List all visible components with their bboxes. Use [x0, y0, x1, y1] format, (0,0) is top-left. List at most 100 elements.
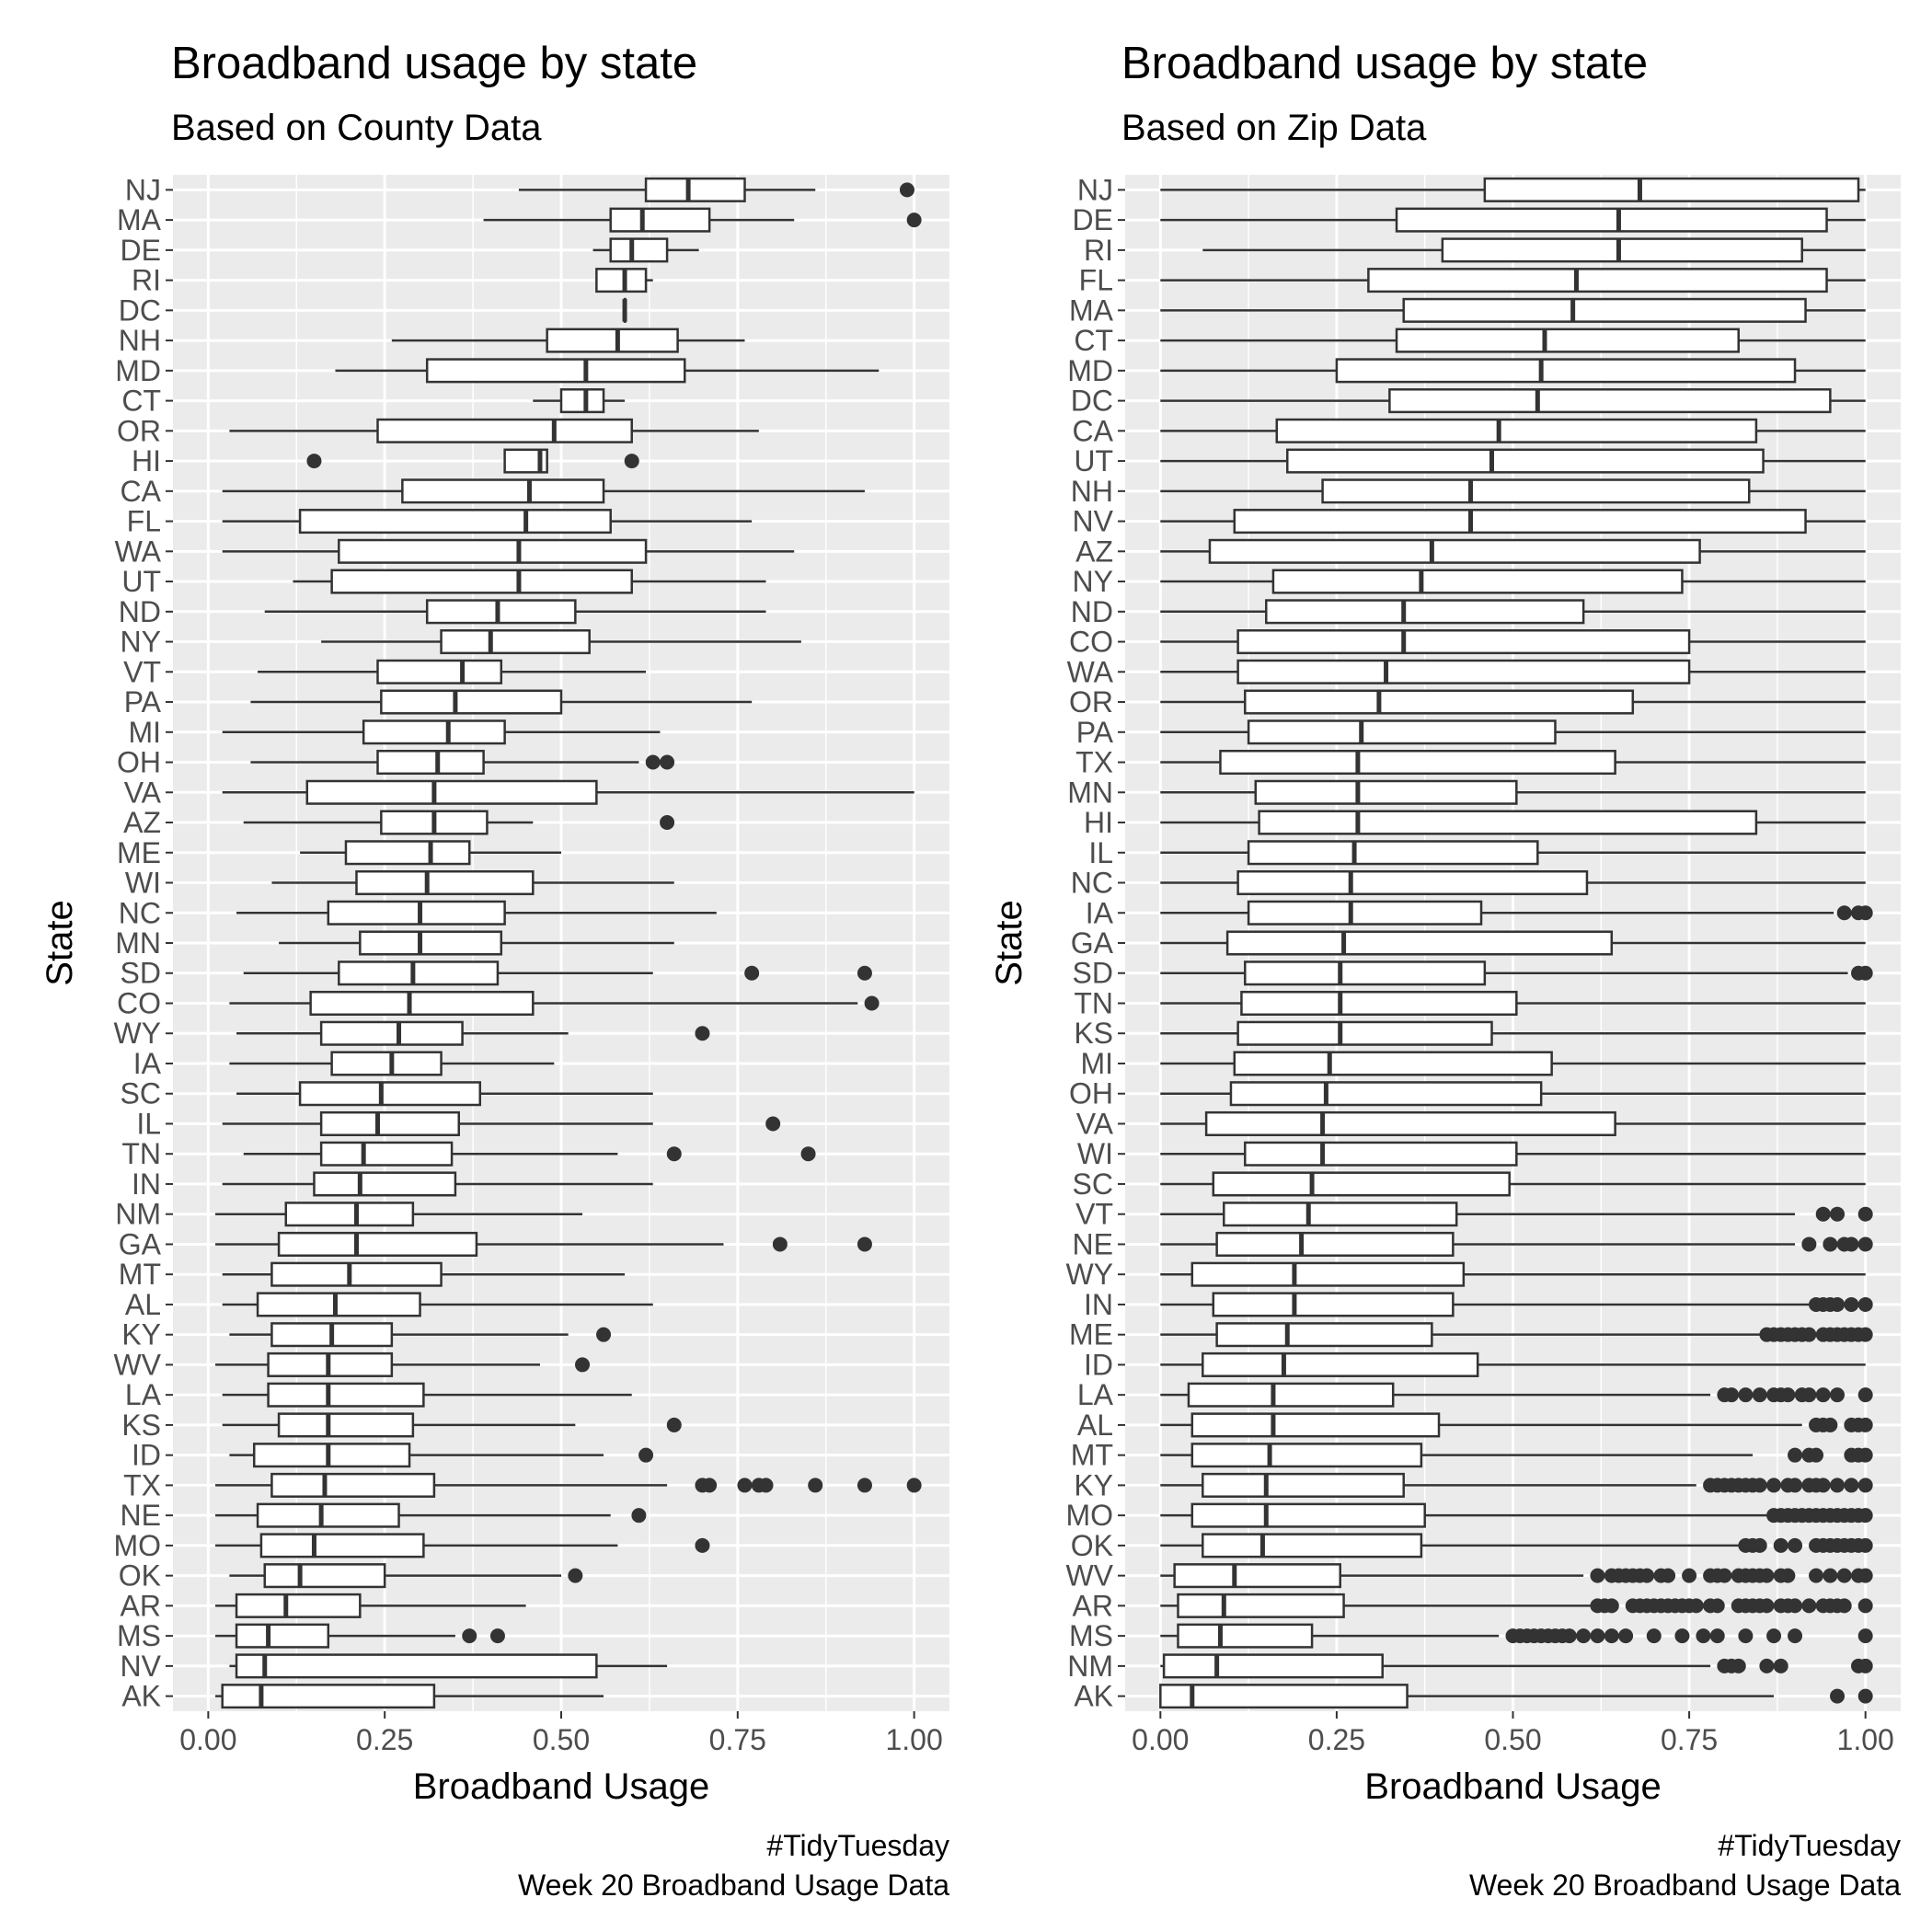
boxplot-wy	[236, 1020, 710, 1046]
boxplot-ri	[1202, 237, 1866, 263]
y-tick-label: NY	[1073, 565, 1113, 598]
box	[1233, 1051, 1553, 1076]
outlier-point	[1682, 1568, 1697, 1583]
boxplot-pa	[1160, 719, 1866, 745]
outlier-point	[1801, 1387, 1817, 1403]
y-tick-label: AL	[125, 1288, 161, 1321]
box	[338, 538, 648, 564]
x-tick-label: 0.25	[356, 1723, 413, 1756]
y-tick-label: DC	[1071, 385, 1113, 418]
boxplot-co	[1160, 629, 1866, 655]
box	[319, 1141, 454, 1167]
outlier-point	[1857, 1658, 1873, 1673]
y-tick-label: NJ	[125, 173, 161, 206]
boxplot-ky	[229, 1322, 612, 1348]
box	[609, 237, 669, 263]
outlier-point	[1788, 1447, 1803, 1463]
outlier-point	[906, 1478, 922, 1493]
box	[1244, 960, 1487, 986]
y-tick-label: HI	[1084, 806, 1113, 839]
boxplot-ca	[1160, 418, 1866, 443]
boxplot-mi	[1160, 1051, 1866, 1076]
y-tick-label: MN	[1067, 776, 1113, 809]
outlier-point	[1857, 1537, 1873, 1553]
y-tick-label: CO	[1069, 626, 1113, 659]
outlier-point	[1830, 1206, 1846, 1222]
outlier-point	[857, 1478, 872, 1493]
boxplot-oh	[1160, 1081, 1866, 1107]
y-tick-label: SD	[1073, 957, 1113, 990]
outlier-point	[1857, 1568, 1873, 1583]
y-tick-label: CA	[121, 475, 162, 508]
outlier-point	[1766, 1628, 1782, 1644]
y-tick-label: ID	[132, 1439, 161, 1472]
boxplot-ia	[1160, 900, 1873, 926]
boxplot-in	[222, 1171, 653, 1197]
box	[1265, 599, 1585, 625]
box	[401, 478, 605, 504]
boxplot-de	[1160, 207, 1866, 233]
boxplot-al	[222, 1292, 653, 1317]
caption-line-2: Week 20 Broadband Usage Data	[518, 1869, 949, 1902]
box	[1275, 418, 1758, 443]
boxplot-fl	[1160, 268, 1866, 293]
y-tick-label: NM	[115, 1198, 161, 1231]
y-tick-label: ME	[117, 836, 161, 869]
y-tick-label: RI	[1084, 234, 1113, 267]
box	[330, 569, 633, 594]
boxplot-wa	[222, 538, 795, 564]
y-tick-label: KS	[121, 1409, 161, 1442]
boxplot-ia	[229, 1051, 555, 1076]
x-tick-label: 1.00	[885, 1723, 942, 1756]
y-tick-label: KY	[121, 1318, 161, 1351]
outlier-point	[1857, 1447, 1873, 1463]
caption-line-2: Week 20 Broadband Usage Data	[1469, 1869, 1901, 1902]
y-tick-label: AL	[1077, 1409, 1113, 1442]
panel-2: NJDERIFLMACTMDDCCAUTNHNVAZNYNDCOWAORPATX…	[989, 39, 1901, 1902]
boxplot-ma	[1160, 297, 1866, 323]
box	[359, 930, 503, 956]
outlier-point	[1788, 1537, 1803, 1553]
box	[1395, 328, 1740, 353]
box	[1190, 1412, 1441, 1438]
outlier-point	[737, 1478, 753, 1493]
y-tick-label: WA	[115, 535, 162, 568]
y-tick-label: NE	[1073, 1227, 1113, 1260]
outlier-point	[899, 182, 914, 198]
box	[298, 1081, 482, 1107]
outlier-point	[624, 454, 639, 469]
outlier-point	[1561, 1628, 1577, 1644]
outlier-point	[1857, 1236, 1873, 1252]
boxplot-wy	[1160, 1261, 1866, 1287]
boxplot-ut	[1160, 448, 1866, 474]
outlier-point	[1836, 1598, 1852, 1614]
outlier-point	[1661, 1568, 1676, 1583]
y-tick-label: NY	[121, 626, 161, 659]
outlier-point	[462, 1628, 477, 1644]
box	[1271, 569, 1684, 594]
boxplot-ct	[533, 388, 626, 414]
outlier-point	[1780, 1568, 1796, 1583]
y-axis-title: State	[989, 900, 1029, 985]
y-tick-label: UT	[1074, 444, 1113, 477]
outlier-point	[1759, 1598, 1775, 1614]
box	[1233, 509, 1807, 535]
outlier-point	[1738, 1628, 1754, 1644]
y-tick-label: DE	[1073, 203, 1113, 236]
boxplot-ut	[293, 569, 766, 594]
outlier-point	[1823, 1568, 1838, 1583]
y-tick-label: CT	[1074, 324, 1113, 357]
outlier-point	[1836, 905, 1852, 921]
box	[1162, 1653, 1384, 1679]
x-tick-label: 0.00	[179, 1723, 236, 1756]
boxplot-ga	[1160, 930, 1866, 956]
box	[595, 268, 648, 293]
boxplot-co	[229, 990, 880, 1017]
y-tick-label: IA	[1086, 896, 1114, 929]
y-tick-label: AR	[121, 1589, 161, 1622]
outlier-point	[1836, 1568, 1852, 1583]
outlier-point	[596, 1327, 612, 1342]
box	[1177, 1623, 1314, 1649]
